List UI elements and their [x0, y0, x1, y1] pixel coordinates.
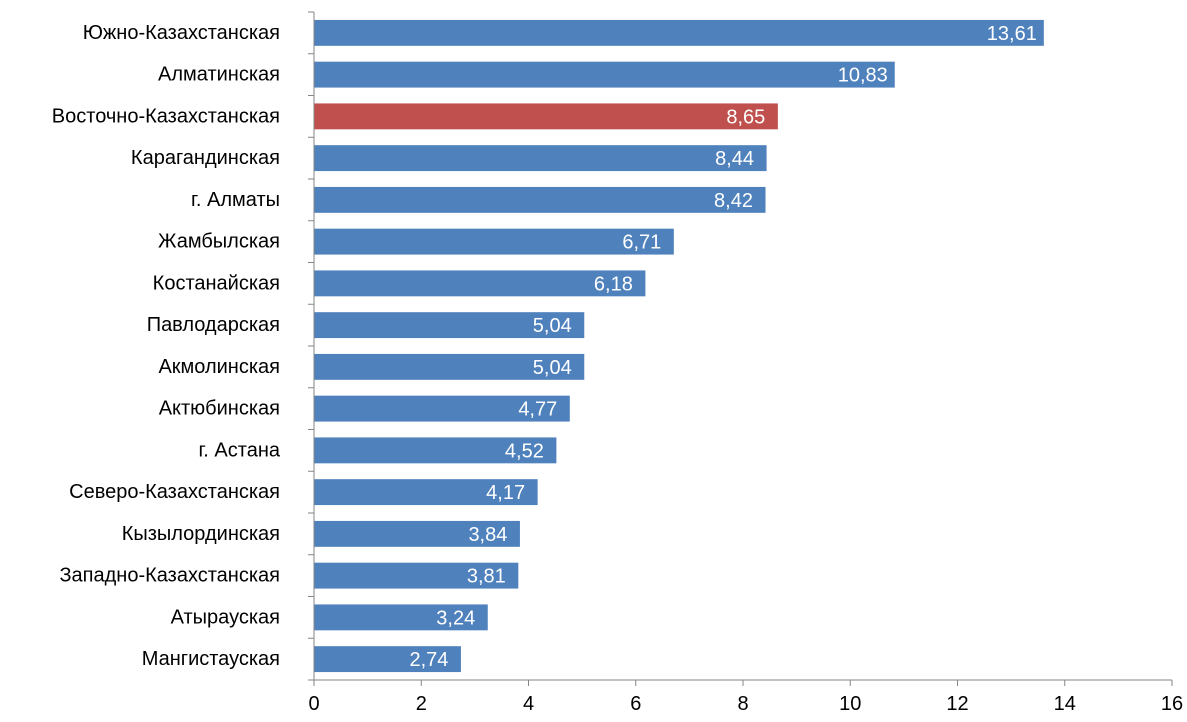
- bar-1: [314, 19, 1044, 46]
- category-label: Атырауская: [171, 606, 280, 628]
- bar-5: [314, 186, 766, 213]
- x-tick-label: 4: [523, 693, 534, 715]
- category-label: Западно-Казахстанская: [59, 565, 280, 587]
- bar-14: [314, 562, 519, 589]
- category-label: Жамбылская: [158, 231, 280, 253]
- category-label: Актюбинская: [159, 398, 280, 420]
- category-label: Павлодарская: [147, 314, 280, 336]
- x-tick-label: 6: [630, 693, 641, 715]
- category-label: Северо-Казахстанская: [69, 481, 280, 503]
- bar-13: [314, 520, 520, 547]
- data-label: 8,65: [726, 106, 765, 128]
- x-tick-label: 2: [416, 693, 427, 715]
- data-label: 5,04: [533, 357, 572, 379]
- bar-11: [314, 437, 557, 464]
- bar-4: [314, 145, 767, 172]
- data-label: 4,77: [518, 399, 557, 421]
- data-label: 4,17: [486, 482, 525, 504]
- category-label: г. Астана: [198, 439, 280, 461]
- data-label: 2,74: [409, 649, 448, 671]
- bar-9: [314, 353, 585, 380]
- category-label: Алматинская: [158, 64, 280, 86]
- bar-12: [314, 479, 538, 506]
- data-label: 10,83: [838, 65, 888, 87]
- data-label: 4,52: [505, 440, 544, 462]
- category-label: Акмолинская: [158, 356, 280, 378]
- data-label: 6,18: [594, 273, 633, 295]
- data-label: 8,42: [714, 190, 753, 212]
- data-label: 3,81: [467, 566, 506, 588]
- bar-10: [314, 395, 570, 422]
- x-tick-label: 8: [737, 693, 748, 715]
- data-label: 3,84: [468, 524, 507, 546]
- category-label: Восточно-Казахстанская: [52, 105, 280, 127]
- category-label: Южно-Казахстанская: [83, 22, 280, 44]
- data-label: 5,04: [533, 315, 572, 337]
- x-tick-label: 12: [946, 693, 968, 715]
- category-label: Карагандинская: [131, 147, 280, 169]
- labels-layer: Южно-Казахстанская 13,61 Алматинская 10,83 В…: [52, 22, 1183, 715]
- data-label: 13,61: [987, 23, 1037, 45]
- category-label: г. Алматы: [191, 189, 280, 211]
- x-tick-label: 14: [1054, 693, 1076, 715]
- bar-7: [314, 270, 646, 297]
- axes-layer: [308, 11, 1173, 686]
- bar-2: [314, 61, 895, 88]
- x-tick-label: 10: [839, 693, 861, 715]
- data-label: 8,44: [715, 148, 754, 170]
- category-label: Мангистауская: [142, 648, 280, 670]
- category-label: Кызылординская: [122, 523, 280, 545]
- bars-layer: [314, 19, 1044, 673]
- bar-15: [314, 604, 488, 631]
- bar-8: [314, 312, 585, 339]
- data-label: 3,24: [436, 607, 475, 629]
- bar-16: [314, 646, 461, 673]
- x-tick-label: 0: [308, 693, 319, 715]
- bar-6: [314, 228, 674, 255]
- category-label: Костанайская: [153, 272, 280, 294]
- data-label: 6,71: [622, 232, 661, 254]
- bar-3: [314, 103, 778, 130]
- x-tick-label: 16: [1161, 693, 1183, 715]
